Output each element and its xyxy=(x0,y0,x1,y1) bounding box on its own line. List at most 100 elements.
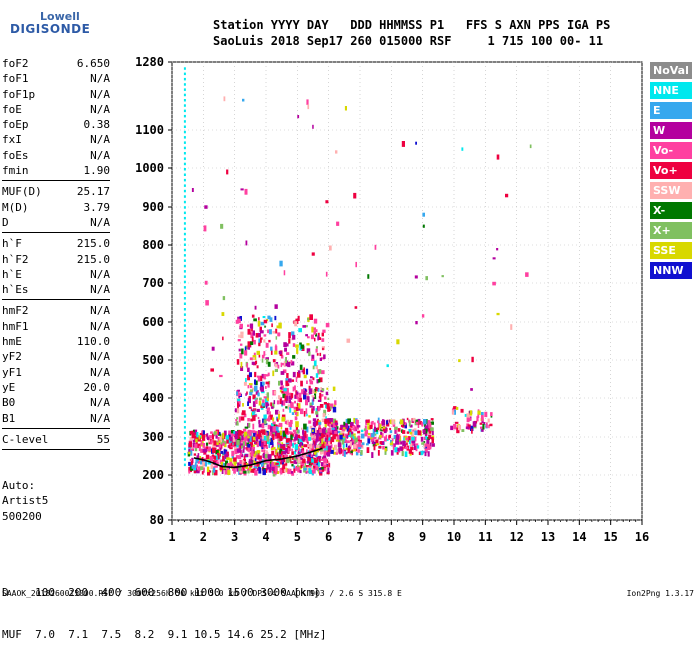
echo-point xyxy=(199,456,201,461)
echo-point xyxy=(256,365,259,369)
echo-point xyxy=(244,426,249,429)
echo-point xyxy=(227,453,230,459)
echo-point xyxy=(322,434,327,437)
y-tick-label: 1000 xyxy=(135,161,164,175)
echo-point xyxy=(237,402,239,409)
echo-point xyxy=(242,403,244,407)
echo-point xyxy=(322,347,324,351)
echo-point xyxy=(330,436,335,443)
echo-point xyxy=(286,352,290,355)
echo-point xyxy=(252,330,255,336)
echo-point xyxy=(409,431,413,435)
param-name: foEp xyxy=(2,118,29,132)
echo-point xyxy=(428,446,432,450)
echo-point xyxy=(312,406,315,411)
echo-point xyxy=(350,450,353,454)
echo-point xyxy=(392,444,395,450)
echo-point xyxy=(346,338,351,343)
echo-point xyxy=(452,407,456,412)
param-row: foEs N/A xyxy=(2,148,110,163)
echo-point xyxy=(197,453,200,459)
echo-point xyxy=(378,427,381,432)
echo-point xyxy=(483,422,486,425)
x-tick-label: 5 xyxy=(294,530,301,544)
x-tick-label: 16 xyxy=(635,530,649,544)
echo-point xyxy=(327,428,331,433)
echo-point xyxy=(377,420,380,423)
echo-point xyxy=(239,460,242,464)
x-tick-label: 3 xyxy=(231,530,238,544)
echo-point xyxy=(250,332,254,339)
param-value: N/A xyxy=(90,72,110,86)
echo-point xyxy=(315,440,317,447)
echo-point xyxy=(250,468,254,473)
echo-point xyxy=(236,391,238,396)
echo-point xyxy=(430,437,434,440)
echo-point xyxy=(295,390,297,396)
echo-point xyxy=(239,323,243,329)
echo-point xyxy=(265,444,268,449)
echo-point xyxy=(288,421,293,427)
echo-point xyxy=(308,452,312,457)
echo-point xyxy=(389,427,392,431)
echo-point xyxy=(237,318,241,324)
echo-point xyxy=(219,374,223,378)
echo-point xyxy=(292,371,296,378)
echo-point xyxy=(213,440,217,446)
echo-point xyxy=(271,446,274,450)
echo-point xyxy=(218,440,221,444)
echo-point xyxy=(248,406,252,409)
echo-point xyxy=(262,469,266,476)
echo-point xyxy=(234,449,238,455)
nne-point xyxy=(183,280,186,284)
nne-point xyxy=(183,431,186,434)
echo-point xyxy=(321,418,325,422)
echo-point xyxy=(265,432,268,436)
echo-point xyxy=(300,344,305,349)
echo-point xyxy=(267,416,271,422)
echo-point xyxy=(330,444,333,449)
echo-point xyxy=(479,422,483,425)
scaled-trace-line xyxy=(193,447,323,469)
echo-point xyxy=(196,470,200,474)
echo-point xyxy=(290,434,293,441)
echo-point xyxy=(341,436,345,439)
echo-point xyxy=(281,451,283,455)
echo-point xyxy=(270,430,274,435)
echo-point xyxy=(323,466,327,471)
echo-point xyxy=(252,468,256,473)
echo-point xyxy=(397,439,402,442)
echo-point xyxy=(298,438,302,444)
nne-point xyxy=(183,238,186,241)
echo-point xyxy=(312,327,316,331)
echo-point xyxy=(480,412,484,416)
echo-point xyxy=(422,224,425,228)
echo-point xyxy=(379,441,382,445)
nne-point xyxy=(183,447,186,451)
echo-point xyxy=(272,434,275,440)
nne-point xyxy=(183,356,186,359)
echo-point xyxy=(297,445,300,448)
echo-point xyxy=(320,387,322,390)
echo-point xyxy=(346,440,350,444)
echo-point xyxy=(318,379,321,383)
echo-point xyxy=(422,212,425,217)
echo-point xyxy=(342,449,345,453)
echo-point xyxy=(305,438,309,442)
echo-point xyxy=(284,360,289,367)
param-row: foE N/A xyxy=(2,102,110,117)
echo-point xyxy=(385,434,388,441)
echo-point xyxy=(266,392,269,398)
echo-point xyxy=(297,434,301,439)
echo-point xyxy=(323,354,326,359)
echo-point xyxy=(224,470,228,475)
echo-point xyxy=(280,355,284,359)
echo-point xyxy=(274,467,278,473)
echo-point xyxy=(275,363,278,368)
echo-point xyxy=(263,339,266,343)
echo-point xyxy=(243,462,247,468)
echo-point xyxy=(271,323,273,328)
legend-item: Vo+ xyxy=(650,162,692,179)
echo-point xyxy=(236,359,240,365)
echo-point xyxy=(237,392,242,396)
